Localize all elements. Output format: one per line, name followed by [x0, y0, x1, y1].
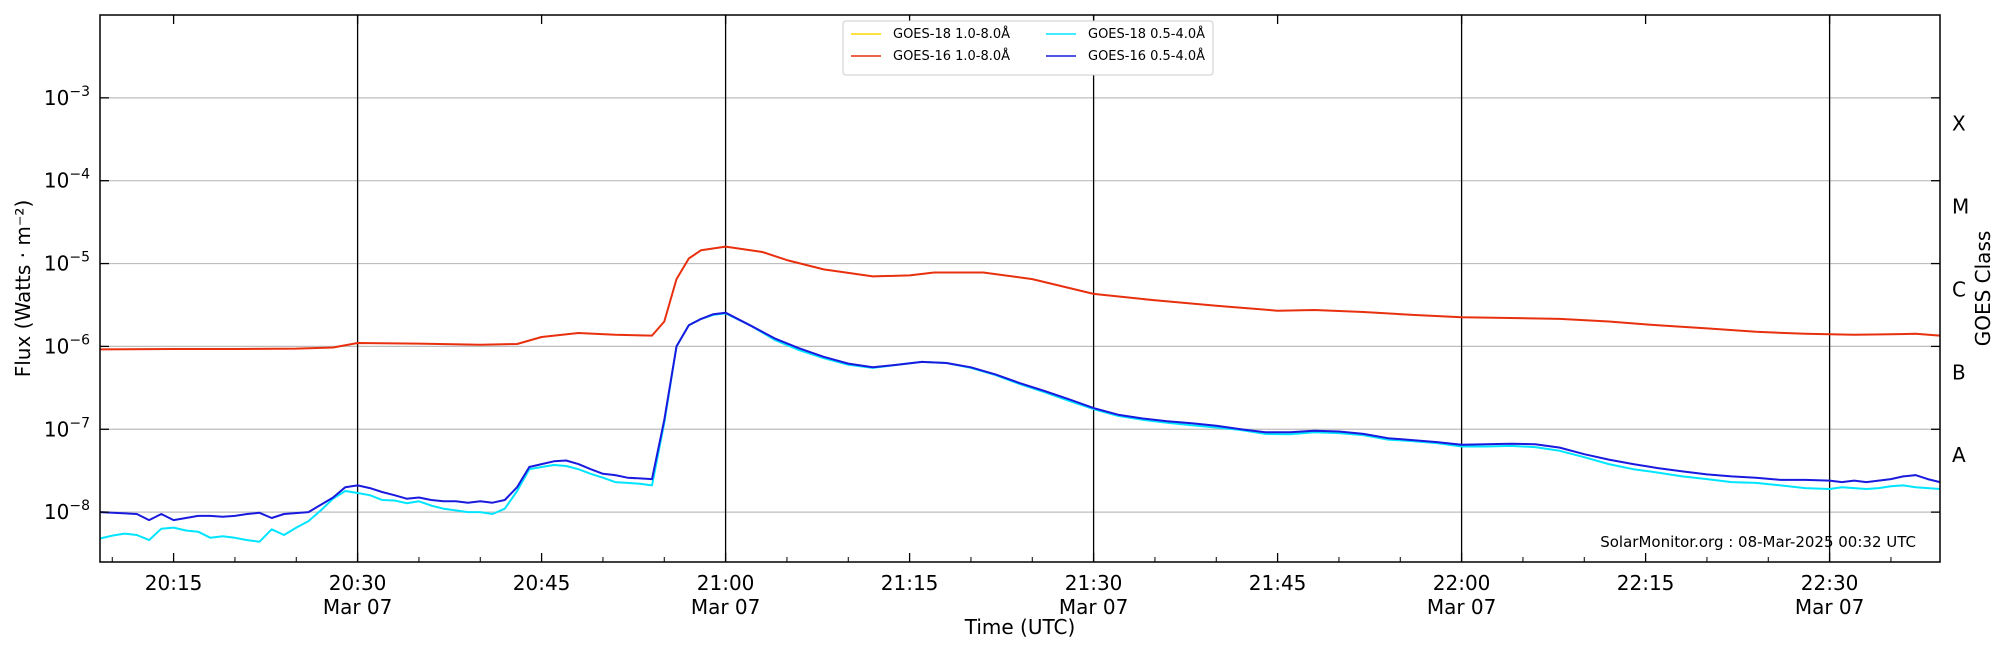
x-tick-date-label: Mar 07 — [691, 595, 761, 619]
legend-entry-label: GOES-18 1.0-8.0Å — [893, 26, 1010, 42]
x-tick-label: 21:15 — [881, 571, 939, 595]
goes-class-label: C — [1952, 277, 1966, 301]
y-axis-title: Flux (Watts · m⁻²) — [11, 200, 35, 378]
x-tick-label: 20:30 — [329, 571, 387, 595]
y-tick-label: 10−6 — [44, 332, 90, 358]
y-tick-label: 10−4 — [44, 167, 90, 193]
x-tick-label: 21:45 — [1249, 571, 1307, 595]
plot-frame — [99, 14, 1941, 563]
legend: GOES-18 1.0-8.0Å GOES-16 1.0-8.0Å GOES-18 … — [842, 20, 1214, 76]
x-tick-label: 21:00 — [697, 571, 755, 595]
date-marker-lines — [356, 15, 1831, 562]
goes-class-label: A — [1952, 443, 1966, 467]
legend-entry-label: GOES-16 1.0-8.0Å — [893, 48, 1010, 64]
goes-class-axis-title: GOES Class — [1971, 231, 1995, 347]
y-tick-label: 10−8 — [44, 498, 90, 524]
credit-text: SolarMonitor.org : 08-Mar-2025 00:32 UTC — [1600, 533, 1916, 551]
y-tick-label: 10−3 — [44, 84, 90, 110]
x-tick-date-label: Mar 07 — [1059, 595, 1129, 619]
x-tick-label: 20:45 — [513, 571, 571, 595]
x-tick-label: 20:15 — [145, 571, 203, 595]
y-tick-labels: 10−8 10−7 10−6 10−5 10−4 10−3 — [44, 84, 90, 524]
legend-entry-label: GOES-18 0.5-4.0Å — [1088, 26, 1205, 42]
legend-entry-label: GOES-16 0.5-4.0Å — [1088, 48, 1205, 64]
y-tick-label: 10−7 — [44, 415, 90, 441]
x-tick-date-label: Mar 07 — [1427, 595, 1497, 619]
x-tick-label: 22:00 — [1433, 571, 1491, 595]
x-tick-date-label: Mar 07 — [323, 595, 393, 619]
x-tick-label: 21:30 — [1065, 571, 1123, 595]
x-tick-date-label: Mar 07 — [1795, 595, 1865, 619]
series-layer — [99, 245, 1941, 543]
y-tick-label: 10−5 — [44, 250, 90, 276]
goes-class-label: X — [1952, 112, 1966, 136]
series-line-1 — [99, 245, 1941, 351]
x-tick-label: 22:15 — [1617, 571, 1675, 595]
tick-layer — [100, 15, 1940, 562]
legend-box — [842, 20, 1214, 76]
series-line-3 — [99, 311, 1941, 522]
goes-class-label: B — [1952, 360, 1966, 384]
grid-layer — [100, 97, 1940, 513]
x-axis-title: Time (UTC) — [964, 615, 1076, 639]
goes-class-labels: A B C M X — [1952, 112, 1969, 467]
x-tick-label: 22:30 — [1801, 571, 1859, 595]
goes-class-label: M — [1952, 195, 1969, 219]
